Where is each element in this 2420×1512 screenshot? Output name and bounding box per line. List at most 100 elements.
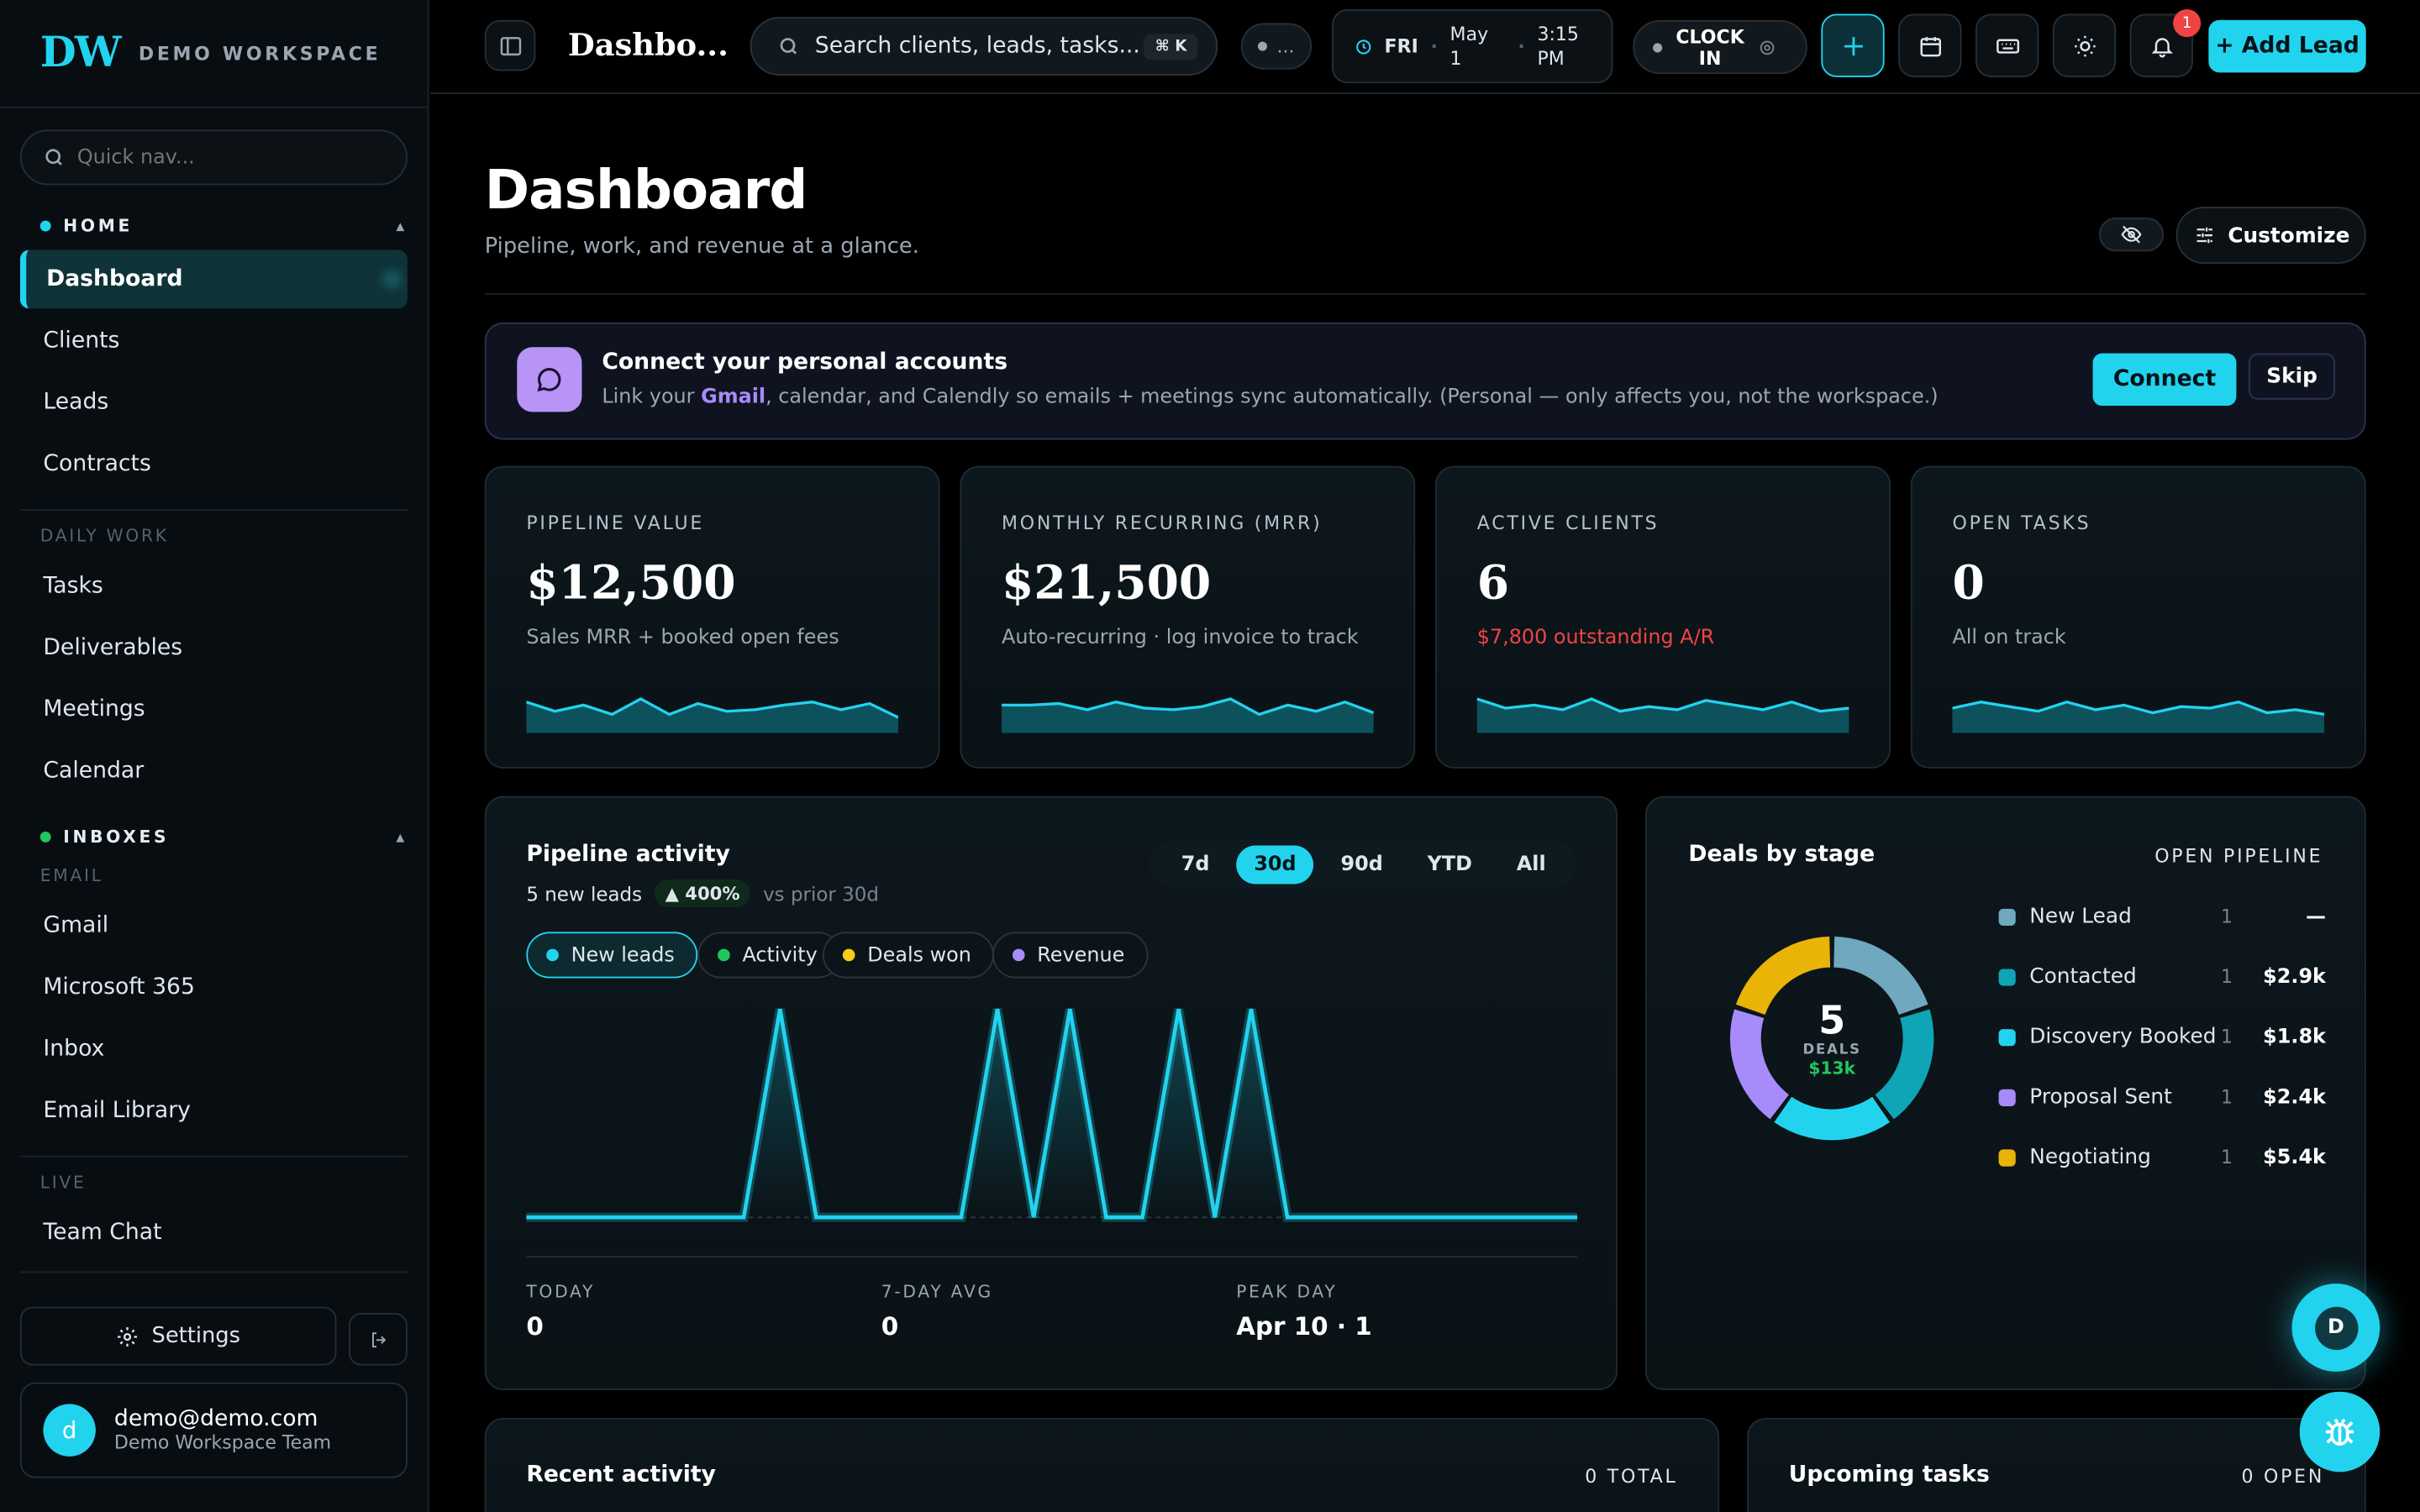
status-text: ... <box>1276 35 1295 57</box>
donut-slice[interactable] <box>1875 1009 1934 1120</box>
donut-slice[interactable] <box>1833 936 1928 1016</box>
quick-nav[interactable] <box>19 129 408 186</box>
range-tab[interactable]: All <box>1516 852 1546 876</box>
kpi-card[interactable]: PIPELINE VALUE $12,500 Sales MRR + booked … <box>484 465 940 769</box>
sidebar-item-email-library[interactable]: Email Library <box>43 1098 191 1124</box>
clock-in-button[interactable]: CLOCK IN <box>1633 19 1807 75</box>
page-title: Dashboard <box>484 160 808 223</box>
topbar: Dashbo... Search clients, leads, tasks..… <box>430 0 2420 95</box>
donut-slice[interactable] <box>1774 1096 1890 1141</box>
donut-slice[interactable] <box>1735 936 1831 1016</box>
deals-title: Deals by stage <box>1688 842 1876 868</box>
series-chip-label: New leads <box>571 943 675 967</box>
recent-activity-count: 0 TOTAL <box>1585 1465 1678 1488</box>
stage-legend-row[interactable]: Negotiating 1 $5.4k <box>1998 1142 2326 1173</box>
bell-icon <box>2150 37 2173 57</box>
customize-button[interactable]: Customize <box>2175 207 2366 265</box>
section-inboxes[interactable]: INBOXES ▲ <box>39 827 408 848</box>
stage-color-swatch <box>1998 1148 2016 1166</box>
series-color-dot <box>718 948 730 962</box>
bug-icon <box>2325 1418 2354 1446</box>
sidebar-item-microsoft-365[interactable]: Microsoft 365 <box>43 974 195 1000</box>
assistant-fab[interactable]: D <box>2291 1284 2381 1372</box>
sidebar-item-deliverables[interactable]: Deliverables <box>43 635 183 661</box>
stage-legend-row[interactable]: Contacted 1 $2.9k <box>1998 961 2326 992</box>
kpi-label: PIPELINE VALUE <box>526 512 705 534</box>
sidebar-item-gmail[interactable]: Gmail <box>43 913 109 938</box>
stat-label: TODAY <box>526 1282 596 1303</box>
pipeline-summary: 5 new leads ▲ 400% vs prior 30d <box>526 879 879 907</box>
search-shortcut: ⌘ K <box>1144 33 1198 60</box>
collapse-icon[interactable]: ▲ <box>396 831 408 843</box>
stage-legend-row[interactable]: Proposal Sent 1 $2.4k <box>1998 1082 2326 1113</box>
section-dot <box>39 220 51 232</box>
sidebar-item-contracts[interactable]: Contracts <box>43 452 151 477</box>
sidebar-item-calendar[interactable]: Calendar <box>43 759 145 785</box>
range-tab[interactable]: 7d <box>1181 852 1210 876</box>
logo[interactable]: DW <box>39 29 122 77</box>
kpi-card[interactable]: OPEN TASKS 0 All on track <box>1910 465 2366 769</box>
user-team: Demo Workspace Team <box>113 1431 332 1454</box>
separator: · <box>1518 35 1525 57</box>
section-home[interactable]: HOME ▲ <box>39 216 408 236</box>
range-tab[interactable]: YTD <box>1427 852 1473 876</box>
recent-activity-title: Recent activity <box>526 1462 716 1488</box>
section-inboxes-label: INBOXES <box>63 827 170 848</box>
series-chip-label: Activity <box>742 943 818 967</box>
series-chip[interactable]: Activity <box>697 932 841 979</box>
series-chip[interactable]: New leads <box>526 932 698 979</box>
skip-button[interactable]: Skip <box>2249 353 2335 400</box>
sidebar-item-inbox[interactable]: Inbox <box>43 1037 105 1062</box>
sidebar-item-meetings[interactable]: Meetings <box>43 697 145 722</box>
stage-amount: $5.4k <box>2263 1145 2326 1169</box>
search-input[interactable]: Search clients, leads, tasks... ⌘ K <box>750 17 1218 76</box>
group-email: EMAIL <box>39 865 103 886</box>
kpi-value: 0 <box>1952 557 1985 612</box>
user-card[interactable]: d demo@demo.com Demo Workspace Team <box>19 1382 408 1478</box>
quick-add-button[interactable] <box>1821 13 1885 77</box>
calendar-button[interactable] <box>1898 13 1962 77</box>
pipeline-line-chart <box>526 1008 1578 1222</box>
sidebar-item-clients[interactable]: Clients <box>43 328 120 354</box>
kpi-sparkline <box>1476 697 1849 733</box>
logout-button[interactable] <box>349 1313 408 1366</box>
kpi-card[interactable]: ACTIVE CLIENTS 6 $7,800 outstanding A/R <box>1435 465 1891 769</box>
divider <box>19 1155 408 1158</box>
range-tabs: 7d 30d 90d YTD All <box>1150 839 1578 889</box>
clock-in-label: CLOCK IN <box>1676 25 1744 69</box>
status-pill[interactable]: ... <box>1240 23 1313 70</box>
keyboard-button[interactable] <box>1975 13 2039 77</box>
new-leads-count: 5 new leads <box>526 881 643 906</box>
sidebar-item-team-chat[interactable]: Team Chat <box>43 1220 162 1246</box>
stage-amount: — <box>2306 905 2326 928</box>
pipeline-stat: 7-DAY AVG 0 <box>881 1282 993 1341</box>
series-chip[interactable]: Revenue <box>992 932 1148 979</box>
hide-values-toggle[interactable] <box>2098 217 2165 252</box>
kpi-card[interactable]: MONTHLY RECURRING (MRR) $21,500 Auto-recur… <box>960 465 1416 769</box>
range-tab[interactable]: 30d <box>1237 844 1313 884</box>
datetime-widget[interactable]: FRI · May 1 · 3:15 PM <box>1332 9 1613 84</box>
settings-button[interactable]: Settings <box>19 1306 337 1366</box>
series-color-dot <box>842 948 855 962</box>
stage-legend-row[interactable]: Discovery Booked 1 $1.8k <box>1998 1021 2326 1053</box>
notifications-button[interactable]: 1 <box>2129 9 2202 77</box>
sidebar-item-dashboard[interactable]: Dashboard <box>19 249 408 309</box>
change-badge: ▲ 400% <box>654 879 751 907</box>
stage-legend-row[interactable]: New Lead 1 — <box>1998 901 2326 932</box>
quick-nav-input[interactable] <box>76 145 387 170</box>
theme-toggle-button[interactable] <box>2052 13 2117 77</box>
series-chip[interactable]: Deals won <box>822 932 995 979</box>
sidebar-item-leads[interactable]: Leads <box>43 390 109 416</box>
sidebar-toggle-button[interactable] <box>484 19 536 71</box>
collapse-icon[interactable]: ▲ <box>396 219 408 233</box>
range-tab[interactable]: 90d <box>1340 852 1383 876</box>
connect-button[interactable]: Connect <box>2092 353 2237 407</box>
bug-report-button[interactable] <box>2299 1391 2381 1473</box>
add-lead-button[interactable]: + Add Lead <box>2208 19 2366 73</box>
gear-icon[interactable] <box>1758 38 1776 56</box>
sidebar-item-tasks[interactable]: Tasks <box>43 574 103 599</box>
gmail-link[interactable]: Gmail <box>701 386 766 409</box>
clock-icon <box>1356 39 1371 54</box>
donut-slice[interactable] <box>1729 1009 1789 1120</box>
keyboard-icon <box>1996 38 2019 53</box>
